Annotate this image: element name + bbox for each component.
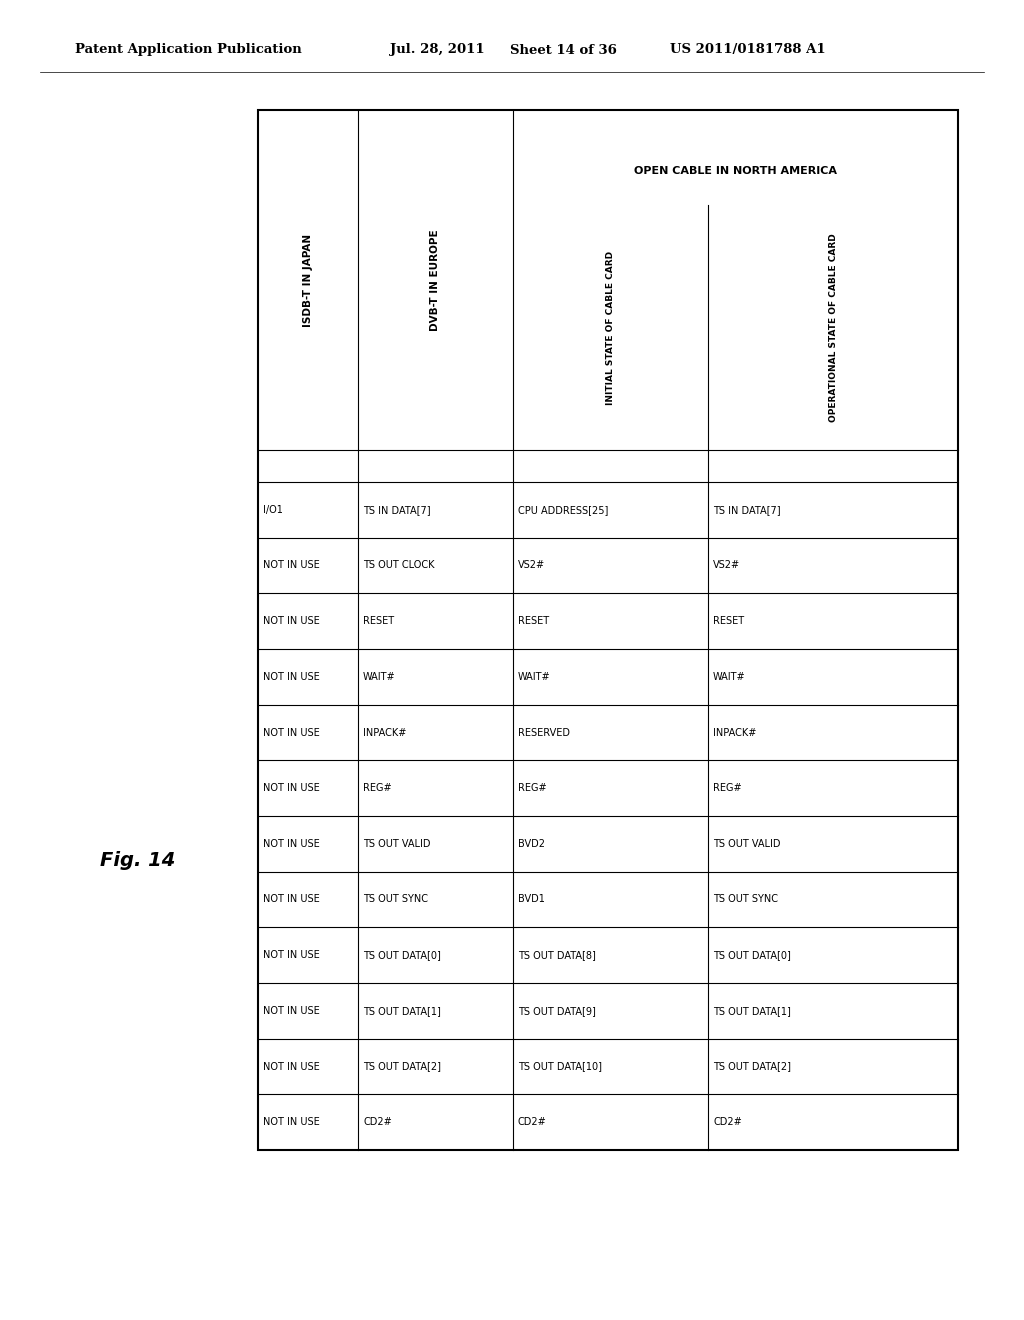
Text: NOT IN USE: NOT IN USE <box>263 1117 319 1127</box>
Text: REG#: REG# <box>362 783 391 793</box>
Text: TS OUT DATA[2]: TS OUT DATA[2] <box>362 1061 441 1072</box>
Text: WAIT#: WAIT# <box>518 672 551 682</box>
Text: NOT IN USE: NOT IN USE <box>263 950 319 960</box>
Text: TS OUT VALID: TS OUT VALID <box>362 838 430 849</box>
Text: OPEN CABLE IN NORTH AMERICA: OPEN CABLE IN NORTH AMERICA <box>634 166 837 176</box>
Text: NOT IN USE: NOT IN USE <box>263 783 319 793</box>
Text: Fig. 14: Fig. 14 <box>100 850 175 870</box>
Text: NOT IN USE: NOT IN USE <box>263 616 319 626</box>
Text: CPU ADDRESS[25]: CPU ADDRESS[25] <box>518 504 608 515</box>
Text: TS OUT CLOCK: TS OUT CLOCK <box>362 561 434 570</box>
Text: TS OUT SYNC: TS OUT SYNC <box>713 895 778 904</box>
Text: TS OUT DATA[1]: TS OUT DATA[1] <box>713 1006 791 1016</box>
Text: BVD1: BVD1 <box>518 895 545 904</box>
Text: NOT IN USE: NOT IN USE <box>263 1006 319 1016</box>
Text: TS OUT SYNC: TS OUT SYNC <box>362 895 428 904</box>
Text: TS OUT DATA[10]: TS OUT DATA[10] <box>518 1061 602 1072</box>
Text: WAIT#: WAIT# <box>713 672 745 682</box>
Text: TS OUT DATA[9]: TS OUT DATA[9] <box>518 1006 596 1016</box>
Text: Patent Application Publication: Patent Application Publication <box>75 44 302 57</box>
Text: Jul. 28, 2011: Jul. 28, 2011 <box>390 44 484 57</box>
Text: ISDB-T IN JAPAN: ISDB-T IN JAPAN <box>303 234 313 326</box>
Text: TS OUT DATA[2]: TS OUT DATA[2] <box>713 1061 791 1072</box>
Text: I/O1: I/O1 <box>263 504 283 515</box>
Text: NOT IN USE: NOT IN USE <box>263 838 319 849</box>
Text: VS2#: VS2# <box>518 561 545 570</box>
Text: CD2#: CD2# <box>362 1117 392 1127</box>
Text: TS IN DATA[7]: TS IN DATA[7] <box>362 504 431 515</box>
Text: VS2#: VS2# <box>713 561 740 570</box>
Text: RESET: RESET <box>713 616 744 626</box>
Text: NOT IN USE: NOT IN USE <box>263 727 319 738</box>
Text: REG#: REG# <box>518 783 547 793</box>
Text: INITIAL STATE OF CABLE CARD: INITIAL STATE OF CABLE CARD <box>606 251 615 405</box>
Text: NOT IN USE: NOT IN USE <box>263 895 319 904</box>
Text: OPERATIONAL STATE OF CABLE CARD: OPERATIONAL STATE OF CABLE CARD <box>828 234 838 422</box>
Text: INPACK#: INPACK# <box>713 727 757 738</box>
Text: TS OUT DATA[0]: TS OUT DATA[0] <box>713 950 791 960</box>
Text: US 2011/0181788 A1: US 2011/0181788 A1 <box>670 44 825 57</box>
Text: CD2#: CD2# <box>713 1117 741 1127</box>
Text: RESERVED: RESERVED <box>518 727 570 738</box>
Text: RESET: RESET <box>362 616 394 626</box>
Text: TS OUT DATA[1]: TS OUT DATA[1] <box>362 1006 441 1016</box>
Text: INPACK#: INPACK# <box>362 727 407 738</box>
Text: BVD2: BVD2 <box>518 838 545 849</box>
Text: CD2#: CD2# <box>518 1117 547 1127</box>
Text: WAIT#: WAIT# <box>362 672 395 682</box>
Text: DVB-T IN EUROPE: DVB-T IN EUROPE <box>430 230 440 331</box>
Bar <box>258 110 958 1150</box>
Text: RESET: RESET <box>518 616 549 626</box>
Text: TS OUT DATA[8]: TS OUT DATA[8] <box>518 950 596 960</box>
Text: TS OUT DATA[0]: TS OUT DATA[0] <box>362 950 441 960</box>
Text: TS IN DATA[7]: TS IN DATA[7] <box>713 504 780 515</box>
Text: Sheet 14 of 36: Sheet 14 of 36 <box>510 44 616 57</box>
Text: NOT IN USE: NOT IN USE <box>263 1061 319 1072</box>
Text: NOT IN USE: NOT IN USE <box>263 672 319 682</box>
Text: TS OUT VALID: TS OUT VALID <box>713 838 780 849</box>
Text: REG#: REG# <box>713 783 741 793</box>
Text: NOT IN USE: NOT IN USE <box>263 561 319 570</box>
